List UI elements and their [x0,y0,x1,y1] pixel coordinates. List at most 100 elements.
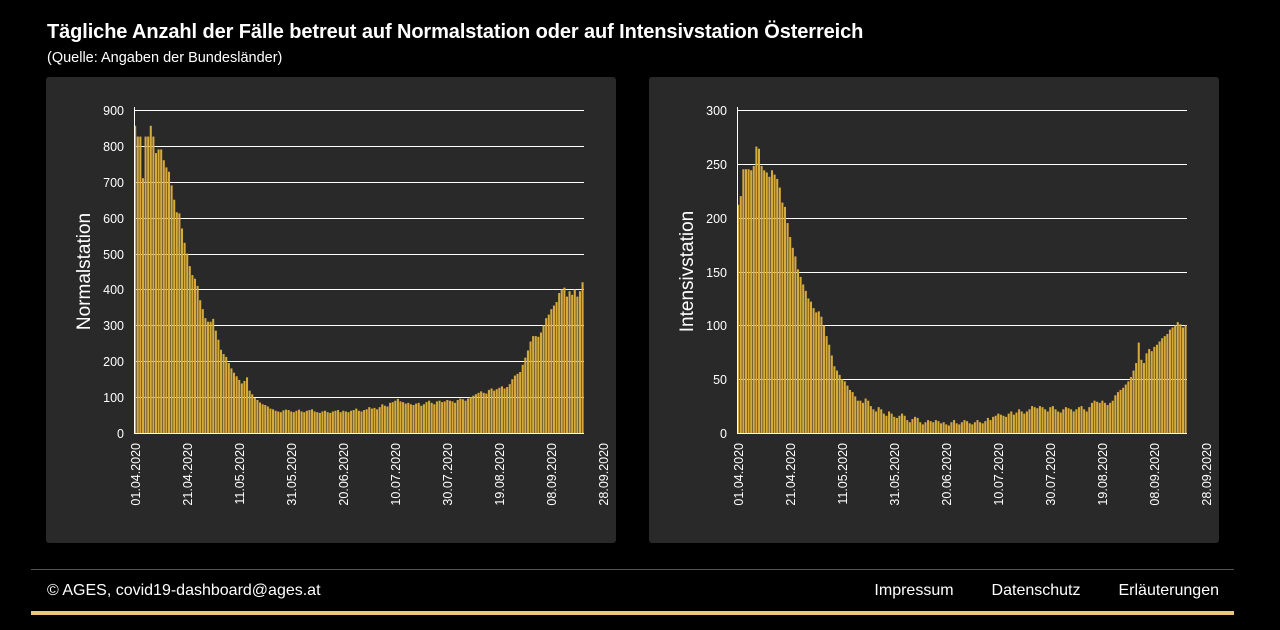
bar [953,420,956,433]
bar [973,422,976,433]
bar [862,402,865,433]
bar [357,410,360,433]
bar [409,404,412,433]
intensivstation-chart: 0 50 100 150 200 250 300 01.04.2020 21.04.2020 11… [677,104,1214,506]
bar [532,336,535,433]
bar [1057,411,1060,433]
datenschutz-link[interactable]: Datenschutz [991,582,1081,599]
y-tick-label: 50 [713,373,727,387]
bar [773,174,776,433]
bar [1023,413,1026,433]
bar [1093,400,1096,433]
bar [576,296,579,433]
bar [992,416,995,433]
bar [334,410,337,433]
bar [1064,407,1067,433]
bar [1148,349,1151,433]
bar [820,316,823,433]
bar [1051,406,1054,433]
bar [783,206,787,433]
bar [1127,381,1130,433]
bar [1098,402,1101,433]
x-tick-label: 10.07.2020 [992,443,1006,506]
bar [979,422,982,433]
bar [428,400,431,433]
bar [521,364,524,433]
bar [1072,411,1075,433]
bar [277,411,280,433]
erlaeuterungen-link[interactable]: Erläuterungen [1118,582,1219,599]
bar [154,153,158,433]
bar [971,424,974,433]
bar [1007,413,1010,433]
bar [752,165,755,433]
page-title: Tägliche Anzahl der Fälle betreut auf No… [47,21,864,43]
bar [968,423,971,433]
bar [747,169,750,433]
bar [1010,411,1013,433]
bar [815,312,818,433]
bar [219,349,223,433]
bar [1075,409,1078,433]
bar [547,314,550,433]
bar [1028,409,1031,433]
x-tick-label: 30.07.2020 [441,443,455,506]
bar [763,170,766,433]
bar [1038,406,1041,433]
bar [441,402,444,433]
bar [838,374,841,433]
y-tick-label: 150 [706,266,727,280]
bar [230,368,233,433]
bar [415,403,418,433]
bar [903,415,906,433]
bar [152,136,155,433]
bar [1005,416,1008,433]
bar [256,399,259,433]
bar [565,296,568,433]
bar [472,395,475,433]
bar [750,170,753,433]
bar [981,423,984,433]
bar [498,387,501,433]
bar [264,405,267,433]
y-tick-label: 0 [117,427,124,441]
bar [828,344,831,433]
bar [435,401,438,433]
bar [425,402,428,433]
bar [1132,370,1135,433]
bar [469,397,472,433]
bar [526,350,529,433]
bar [742,169,745,433]
bar [921,424,924,433]
x-tick-label: 01.04.2020 [129,443,143,506]
bar [940,423,943,433]
bar [495,389,498,433]
bar [558,293,561,433]
bar [355,408,358,433]
footer-copyright: © AGES, covid19-dashboard@ages.at [47,582,321,599]
bar [809,301,813,433]
y-tick-label: 600 [103,212,124,226]
bar [422,404,425,433]
bar [399,401,402,433]
bar [1181,327,1184,433]
bar [459,398,462,433]
bar [1142,363,1145,433]
footer-links: Impressum Datenschutz Erläuterungen [874,582,1219,600]
y-tick-label: 100 [706,319,727,333]
bar [253,397,256,433]
bar [1049,407,1052,433]
bar [350,410,353,433]
bar [1114,395,1117,433]
bar [360,411,363,433]
bar [235,376,238,433]
bar [196,285,199,433]
bar [849,389,852,433]
bar [765,172,768,433]
bar [960,422,963,433]
bar [451,401,454,433]
bar [807,298,810,433]
impressum-link[interactable]: Impressum [874,582,954,599]
bar [914,416,917,433]
bar [1158,341,1161,433]
